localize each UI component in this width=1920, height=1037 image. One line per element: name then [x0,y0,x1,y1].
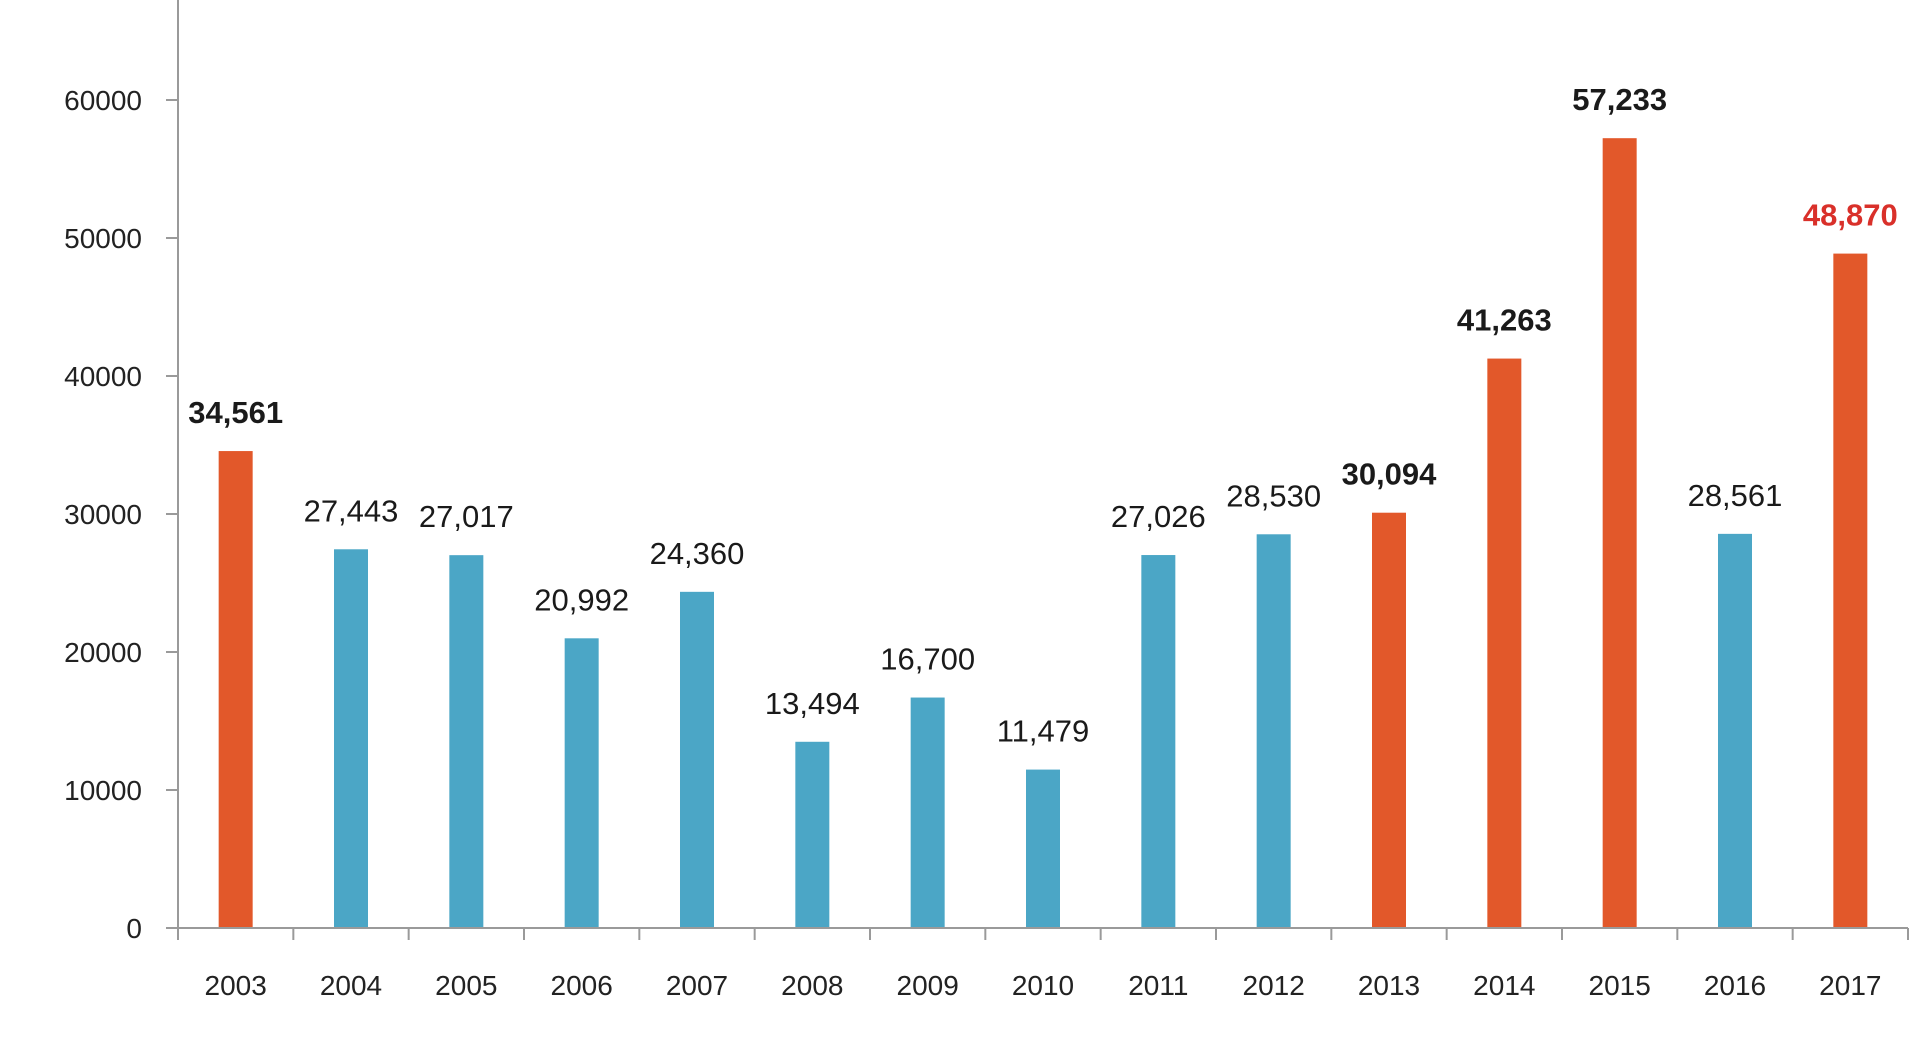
bar [1026,769,1060,928]
data-label: 27,443 [304,493,399,528]
x-tick-label: 2008 [781,970,843,1001]
data-label: 16,700 [880,642,975,677]
x-axis-ticks: 2003 2004 2005 2006 2007 2008 2009 2010 2011 2012… [177,928,1909,1001]
y-tick-label: 30000 [64,499,142,530]
data-label: 34,561 [188,395,283,430]
bar [1602,138,1637,929]
data-label: 11,479 [997,714,1090,749]
bar [910,697,945,928]
data-label: 30,094 [1342,457,1438,492]
data-label: 28,530 [1226,478,1321,513]
bars [218,138,1868,929]
x-tick-label: 2004 [320,970,382,1001]
y-tick-label: 50000 [64,223,142,254]
bar [1833,253,1868,928]
x-tick-label: 2016 [1704,970,1766,1001]
y-tick-label: 10000 [64,775,142,806]
x-tick-label: 2017 [1819,970,1881,1001]
bar [1256,534,1291,928]
data-label: 27,026 [1111,499,1206,534]
y-tick-label: 40000 [64,361,142,392]
y-tick-label: 20000 [64,637,142,668]
data-label: 57,233 [1572,82,1667,117]
bar [1141,555,1176,928]
x-tick-label: 2014 [1473,970,1535,1001]
bar [1487,358,1522,929]
x-tick-label: 2006 [551,970,613,1001]
data-label: 41,263 [1457,303,1552,338]
x-tick-label: 2013 [1358,970,1420,1001]
data-label: 24,360 [650,536,745,571]
data-label: 13,494 [765,686,860,721]
x-tick-label: 2003 [205,970,267,1001]
bar [334,549,368,928]
bar [1718,533,1752,928]
bar [1372,512,1406,928]
bar [218,451,253,928]
x-tick-label: 2007 [666,970,728,1001]
bar [564,638,599,928]
y-tick-label: 60000 [64,85,142,116]
data-label: 48,870 [1803,198,1898,233]
data-label: 27,017 [419,499,514,534]
bar [680,591,714,928]
x-tick-label: 2009 [897,970,959,1001]
bar [795,741,830,928]
x-tick-label: 2012 [1243,970,1305,1001]
bar [449,555,484,928]
data-label: 20,992 [534,582,629,617]
x-tick-label: 2011 [1128,970,1188,1001]
data-labels: 34,561 27,443 27,017 20,992 24,360 13,494 16,7… [188,82,1897,748]
y-tick-label: 0 [126,913,142,944]
x-tick-label: 2005 [435,970,497,1001]
x-tick-label: 2015 [1589,970,1651,1001]
x-tick-label: 2010 [1012,970,1074,1001]
data-label: 28,561 [1688,478,1783,513]
y-axis-ticks: 0 10000 20000 30000 40000 50000 60000 [64,85,178,944]
